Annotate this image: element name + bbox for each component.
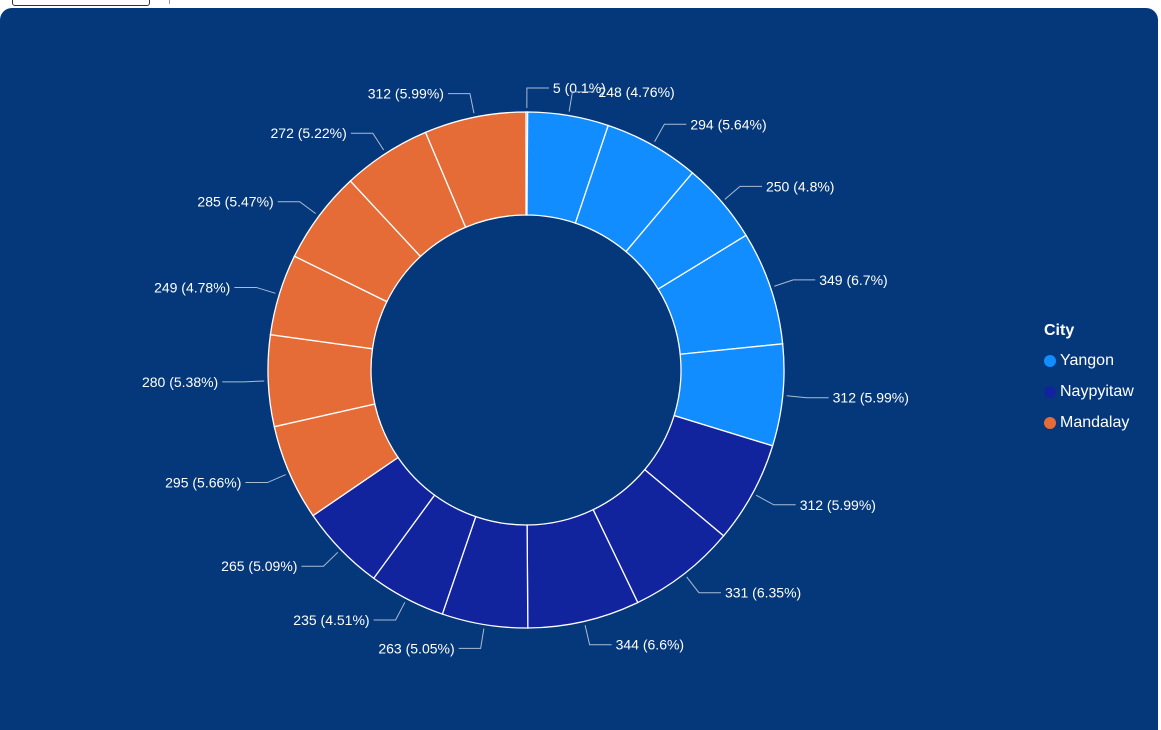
data-label-1: 248 (4.76%) xyxy=(598,84,674,100)
donut-chart-visual[interactable]: 5 (0.1%) 248 (4.76%) 294 (5.64%) 250 (4.8%)… xyxy=(0,8,1158,730)
donut-chart[interactable]: 5 (0.1%)248 (4.76%)294 (5.64%)250 (4.8%)… xyxy=(0,8,1158,730)
leader-line-15 xyxy=(277,201,317,215)
donut-slices xyxy=(267,111,785,629)
legend-label-naypyitaw: Naypyitaw xyxy=(1060,382,1134,400)
leader-line-0 xyxy=(526,87,549,109)
data-label-6: 312 (5.99%) xyxy=(800,497,876,513)
legend-title: City xyxy=(1044,322,1075,339)
data-label-10: 235 (4.51%) xyxy=(293,612,369,628)
data-labels: 5 (0.1%)248 (4.76%)294 (5.64%)250 (4.8%)… xyxy=(142,80,909,656)
data-label-11: 265 (5.09%) xyxy=(221,558,297,574)
legend: City Yangon Naypyitaw Mandalay xyxy=(1044,322,1134,438)
leader-line-4 xyxy=(774,279,816,287)
leader-line-11 xyxy=(301,551,339,567)
data-label-14: 249 (4.78%) xyxy=(154,279,230,295)
leader-line-6 xyxy=(755,494,796,506)
legend-dot-naypyitaw xyxy=(1044,385,1056,398)
leader-line-5 xyxy=(786,395,829,399)
top-strip xyxy=(0,0,1161,8)
data-label-9: 263 (5.05%) xyxy=(378,640,454,656)
data-label-15: 285 (5.47%) xyxy=(197,194,273,210)
legend-item-yangon[interactable]: Yangon xyxy=(1044,345,1134,376)
legend-item-naypyitaw[interactable]: Naypyitaw xyxy=(1044,376,1134,407)
data-label-3: 250 (4.8%) xyxy=(766,178,834,194)
leader-line-10 xyxy=(373,602,406,621)
top-tab[interactable] xyxy=(12,0,150,6)
leader-line-16 xyxy=(350,132,385,151)
data-label-8: 344 (6.6%) xyxy=(616,637,684,653)
data-label-17: 312 (5.99%) xyxy=(368,86,444,102)
legend-label-mandalay: Mandalay xyxy=(1060,413,1130,431)
data-label-7: 331 (6.35%) xyxy=(725,585,801,601)
legend-dot-mandalay xyxy=(1044,416,1056,429)
data-label-16: 272 (5.22%) xyxy=(271,125,347,141)
leader-line-14 xyxy=(234,286,276,294)
leader-line-1 xyxy=(568,91,595,112)
leader-line-7 xyxy=(686,576,721,594)
data-label-12: 295 (5.66%) xyxy=(165,475,241,491)
data-label-2: 294 (5.64%) xyxy=(690,116,766,132)
data-label-5: 312 (5.99%) xyxy=(833,390,909,406)
data-label-4: 349 (6.7%) xyxy=(819,272,887,288)
leader-line-2 xyxy=(654,123,687,142)
slice-mandalay-17[interactable] xyxy=(424,111,527,229)
leader-line-9 xyxy=(458,628,485,649)
leader-line-3 xyxy=(724,185,762,200)
legend-item-mandalay[interactable]: Mandalay xyxy=(1044,407,1134,438)
leader-line-13 xyxy=(222,380,265,383)
legend-label-yangon: Yangon xyxy=(1060,351,1114,369)
leader-line-17 xyxy=(447,93,475,114)
leader-line-8 xyxy=(584,625,612,646)
data-label-13: 280 (5.38%) xyxy=(142,374,218,390)
top-divider xyxy=(169,0,170,4)
leader-line-12 xyxy=(245,474,286,484)
legend-dot-yangon xyxy=(1044,354,1056,367)
